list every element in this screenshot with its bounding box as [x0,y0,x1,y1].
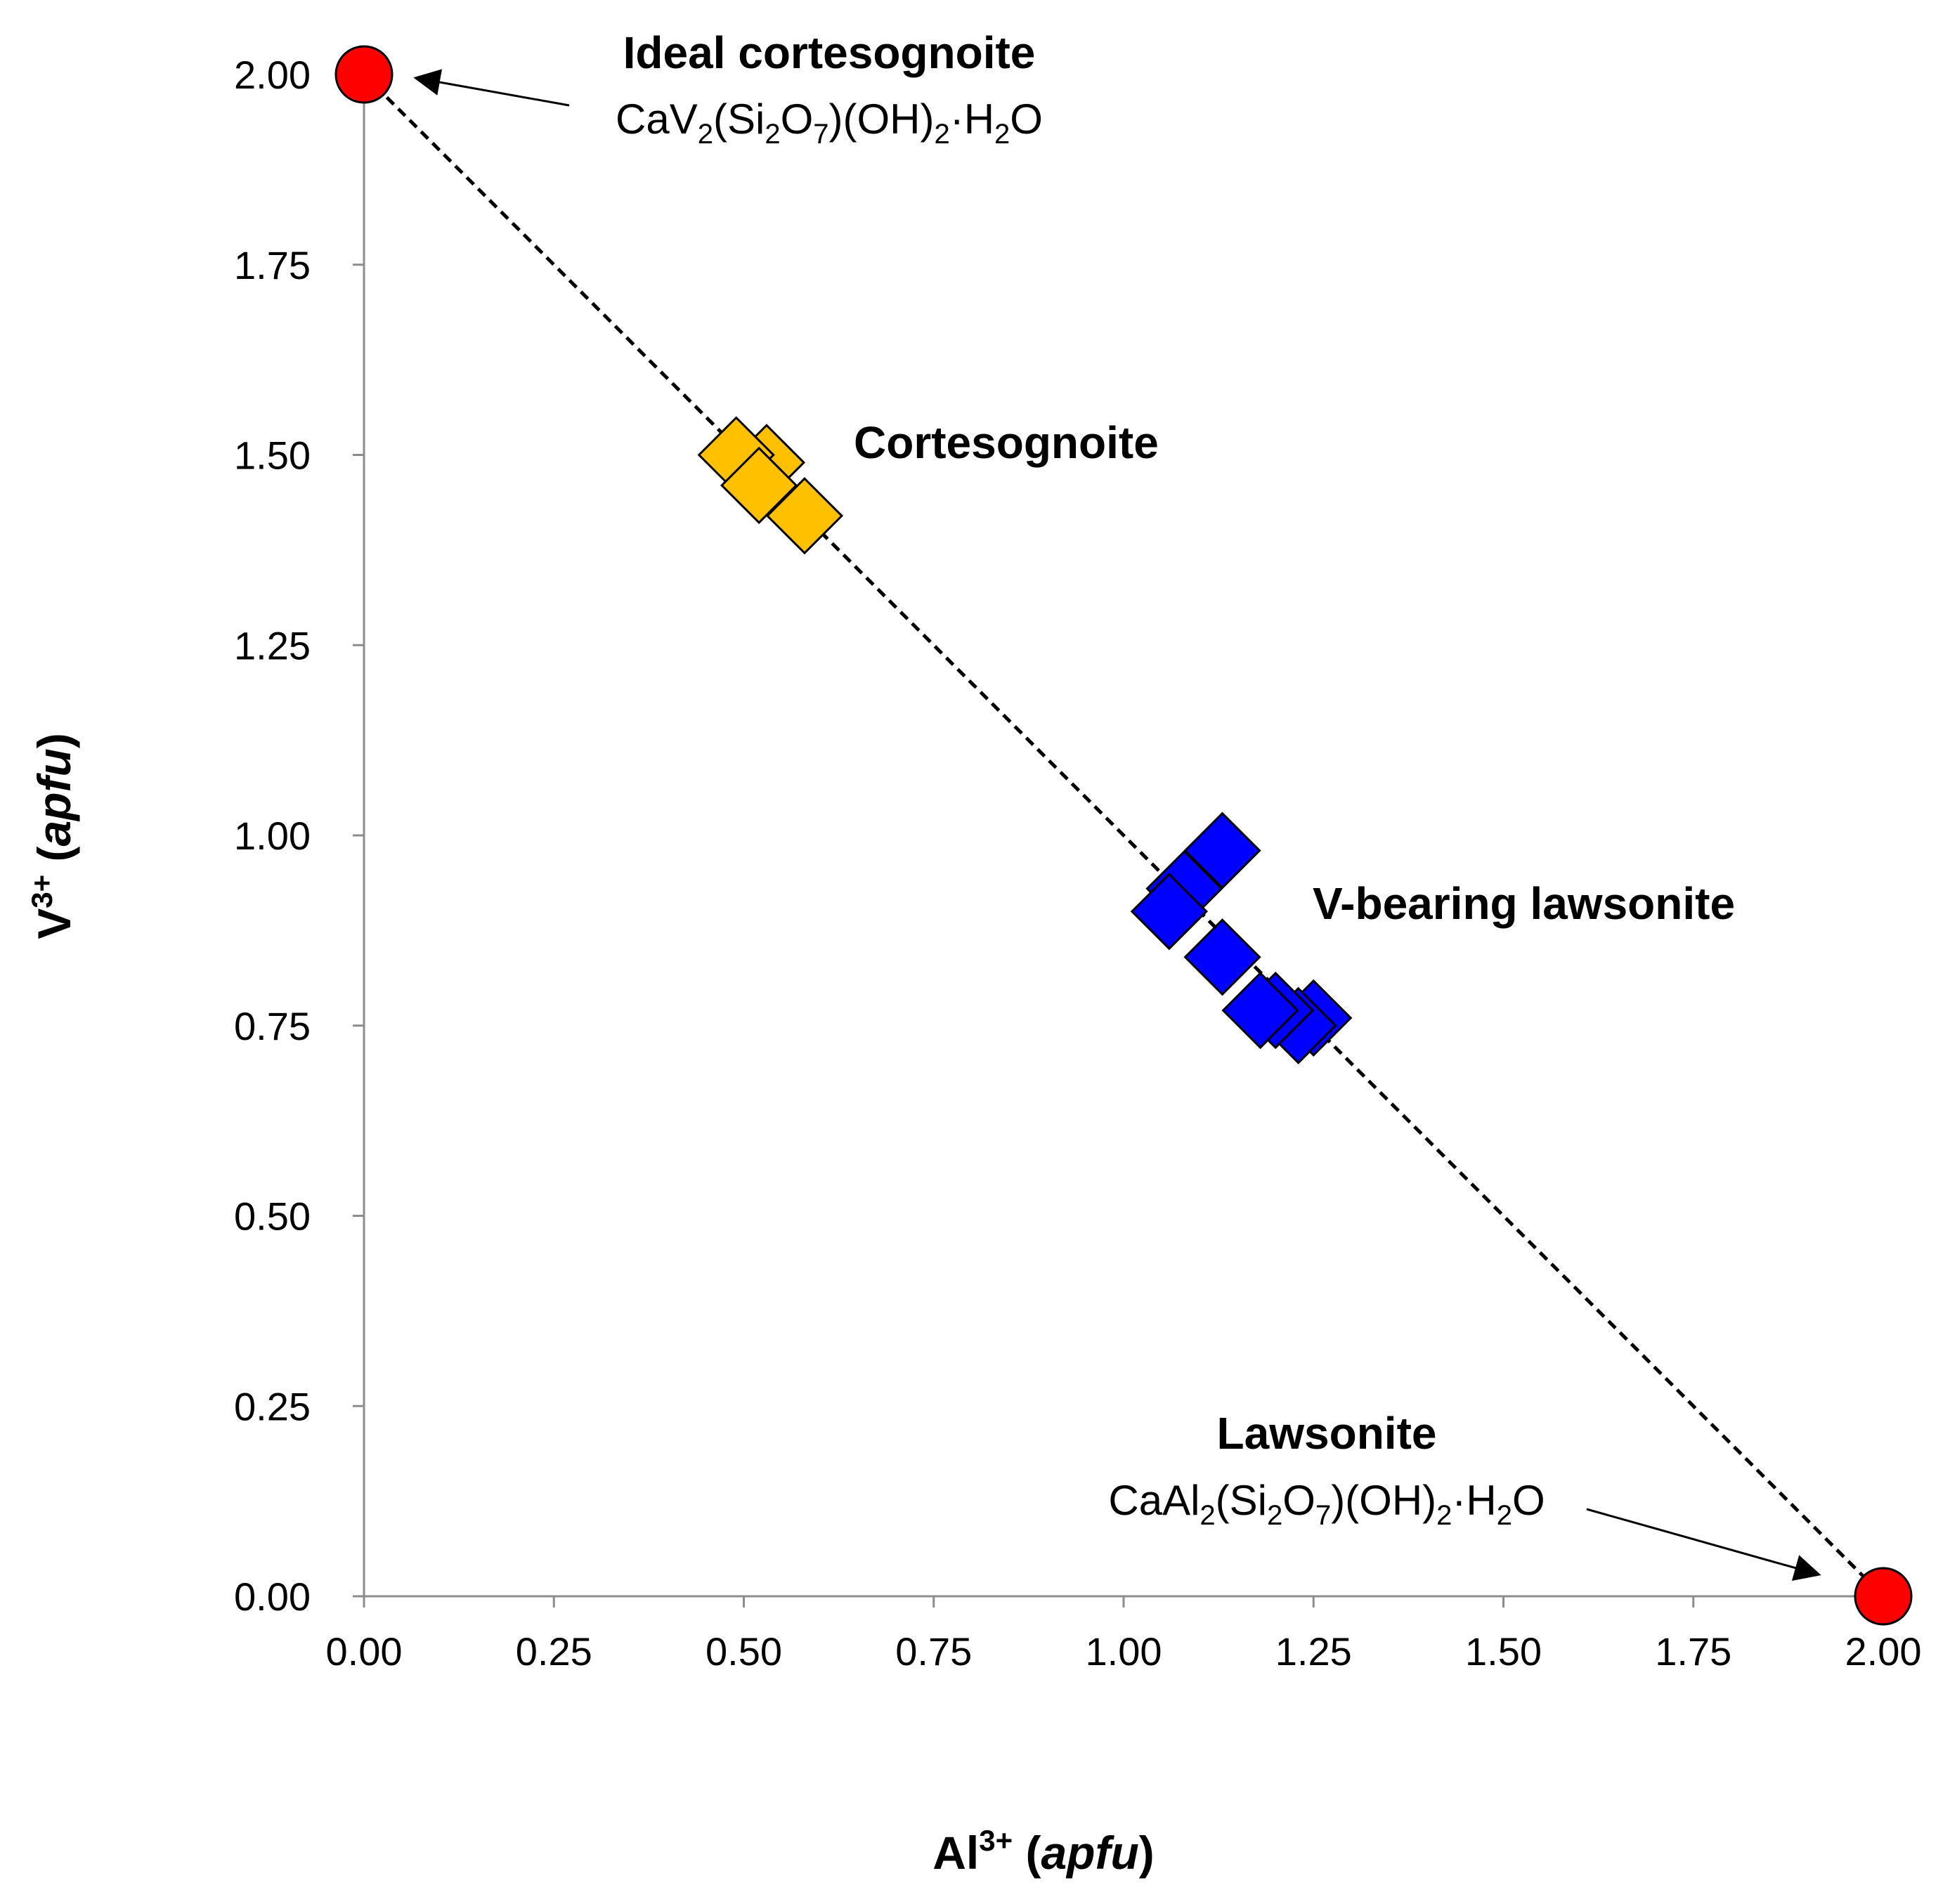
v-bearing-lawsonite-point [1183,918,1261,996]
cortesognoite-point [720,446,798,524]
x-tick-label: 0.00 [326,1629,403,1674]
x-tick-label: 0.50 [706,1629,782,1674]
y-tick-label: 1.75 [234,243,311,287]
y-tick-label: 1.00 [234,814,311,858]
ideal-cortesognoite-arrow [413,69,570,107]
x-axis-title: Al3+ (apfu) [932,1824,1155,1879]
y-tick-label: 1.25 [234,623,311,667]
cortesognoite-label: Cortesognoite [854,417,1159,468]
y-axis-title: V3+ (apfu) [25,733,80,939]
x-tick-label: 0.75 [895,1629,972,1674]
data-points [334,45,1913,1626]
cortesognoite-point [765,477,844,555]
lawsonite-formula: CaAl2(Si2O7)(OH)2·H2O [1108,1477,1545,1531]
x-tick-label: 0.25 [516,1629,592,1674]
y-tick-label: 1.50 [234,433,311,478]
y-tick-label: 2.00 [234,53,311,97]
x-tick-label: 1.50 [1465,1629,1542,1674]
v-bearing-lawsonite-label: V-bearing lawsonite [1313,878,1735,929]
v-bearing-lawsonite-point [1183,811,1261,889]
x-tick-label: 2.00 [1845,1629,1922,1674]
y-tick-label: 0.50 [234,1194,311,1239]
axis-ticks: 0.00 0.25 0.50 0.75 1.00 1.25 1.50 1.75 2.00 0.00… [234,53,1922,1674]
ideal-cortesognoite-label: Ideal cortesognoite [623,27,1036,78]
ideal-cortesognoite-formula: CaV2(Si2O7)(OH)2·H2O [616,96,1043,150]
x-tick-label: 1.75 [1655,1629,1731,1674]
y-tick-label: 0.00 [234,1574,311,1619]
x-tick-label: 1.25 [1275,1629,1352,1674]
v-bearing-lawsonite-point [1221,971,1299,1050]
v-bearing-lawsonite-point [1130,873,1208,951]
lawsonite-arrow [1586,1508,1821,1582]
x-tick-label: 1.00 [1086,1629,1162,1674]
end-members-point [1854,1567,1913,1626]
y-tick-label: 0.25 [234,1384,311,1428]
lawsonite-label: Lawsonite [1217,1408,1437,1459]
y-tick-label: 0.75 [234,1004,311,1048]
end-members-point [334,45,394,104]
trend-line [363,73,1885,1598]
